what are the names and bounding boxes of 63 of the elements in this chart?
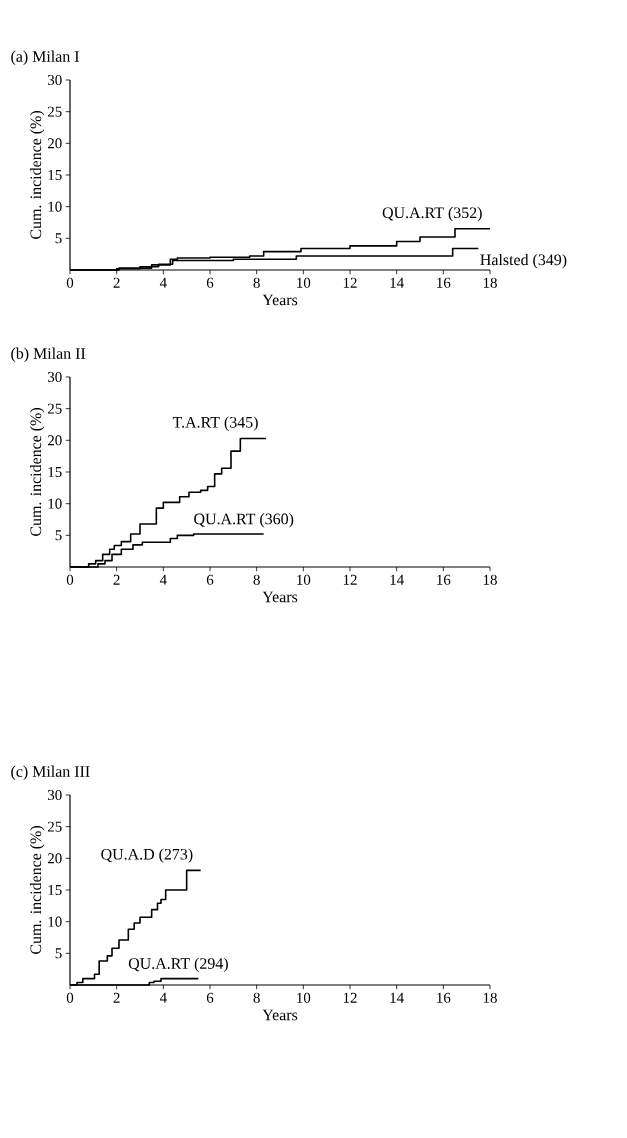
y-tick-label: 20 [47, 853, 62, 864]
y-tick-label: 5 [55, 948, 62, 959]
x-tick-label: 2 [113, 574, 120, 585]
y-axis-title: Cum. incidence (%) [29, 408, 45, 536]
series-label: QU.A.D (273) [101, 848, 193, 863]
y-tick-label: 15 [48, 169, 62, 180]
y-tick-label: 30 [48, 74, 62, 86]
x-tick-label: 6 [206, 574, 214, 585]
y-axis-title: Cum. incidence (%) [29, 826, 45, 954]
x-tick-label: 0 [66, 277, 74, 288]
y-tick-label: 30 [48, 789, 62, 801]
series-label: QU.A.RT (294) [128, 957, 228, 973]
y-tick-label: 15 [48, 885, 62, 895]
x-tick-label: 6 [206, 992, 214, 1003]
x-tick-label: 4 [159, 277, 167, 288]
x-tick-label: 12 [343, 992, 357, 1003]
y-tick-label: 20 [47, 435, 62, 446]
x-axis-title: Years [262, 591, 298, 603]
series-label: Halsted (349) [480, 253, 567, 269]
x-tick-label: 8 [253, 277, 260, 288]
x-tick-label: 18 [483, 992, 497, 1003]
x-tick-label: 16 [437, 992, 451, 1003]
x-tick-label: 8 [253, 992, 260, 1003]
y-tick-label: 10 [48, 498, 62, 509]
x-tick-label: 10 [297, 992, 311, 1003]
x-tick-label: 12 [343, 574, 357, 585]
x-tick-label: 2 [113, 277, 120, 288]
y-tick-label: 5 [55, 530, 62, 541]
x-tick-label: 14 [390, 574, 404, 585]
x-tick-label: 8 [253, 574, 260, 585]
y-tick-label: 25 [47, 403, 62, 414]
x-tick-label: 4 [159, 574, 167, 585]
x-tick-label: 14 [390, 992, 404, 1003]
chart-title: (a) Milan I [11, 50, 79, 66]
x-tick-label: 18 [483, 277, 497, 288]
x-tick-label: 14 [390, 277, 404, 288]
chart-title: (c) Milan III [11, 765, 90, 781]
x-tick-label: 18 [483, 574, 497, 585]
y-tick-label: 5 [55, 233, 62, 244]
x-tick-label: 10 [297, 574, 311, 585]
x-tick-label: 12 [343, 277, 357, 288]
x-tick-label: 0 [66, 992, 74, 1003]
y-tick-label: 25 [47, 821, 62, 832]
series-label: QU.A.RT (360) [194, 513, 294, 528]
x-tick-label: 10 [297, 277, 311, 288]
x-tick-label: 16 [437, 277, 451, 288]
x-tick-label: 6 [206, 277, 214, 288]
y-tick-label: 10 [48, 916, 62, 927]
series-label: T.A.RT (345) [172, 416, 258, 431]
y-axis-title: Cum. incidence (%) [29, 111, 45, 239]
x-tick-label: 16 [437, 574, 451, 585]
x-tick-label: 0 [66, 574, 74, 585]
x-tick-label: 2 [113, 992, 120, 1003]
x-axis-title: Years [262, 1009, 298, 1021]
y-tick-label: 15 [48, 466, 62, 477]
chart-title: (b) Milan II [11, 347, 86, 363]
x-axis-title: Years [262, 294, 298, 306]
y-tick-label: 20 [47, 138, 62, 149]
x-tick-label: 4 [159, 992, 167, 1003]
y-tick-label: 30 [48, 371, 62, 383]
series-label: QU.A.RT (352) [382, 206, 482, 222]
y-tick-label: 25 [47, 106, 62, 117]
y-tick-label: 10 [48, 201, 62, 212]
